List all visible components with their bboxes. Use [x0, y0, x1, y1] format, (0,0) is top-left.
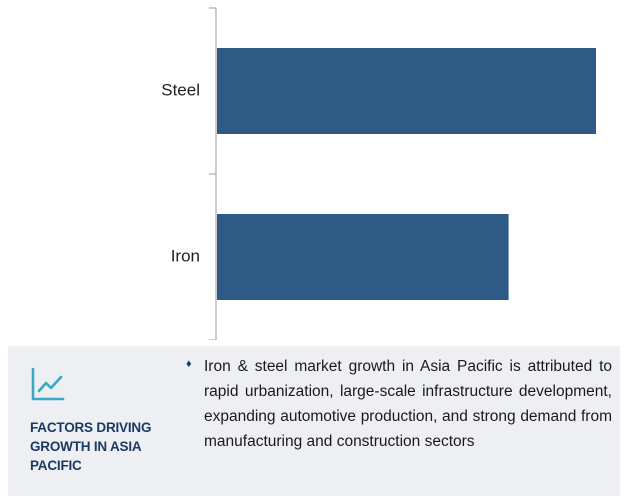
- bar-iron: [217, 214, 509, 300]
- growth-factors-panel: FACTORS DRIVING GROWTH IN ASIA PACIFIC ♦…: [8, 346, 620, 496]
- bullet-icon: ♦: [186, 358, 192, 370]
- line-chart-icon: [31, 367, 65, 401]
- panel-heading: FACTORS DRIVING GROWTH IN ASIA PACIFIC: [30, 420, 152, 473]
- category-label-steel: Steel: [161, 80, 200, 99]
- category-label-iron: Iron: [171, 246, 200, 265]
- bar-chart: Steel Iron: [161, 7, 596, 340]
- panel-description: Iron & steel market growth in Asia Pacif…: [204, 358, 612, 450]
- bar-steel: [217, 48, 596, 134]
